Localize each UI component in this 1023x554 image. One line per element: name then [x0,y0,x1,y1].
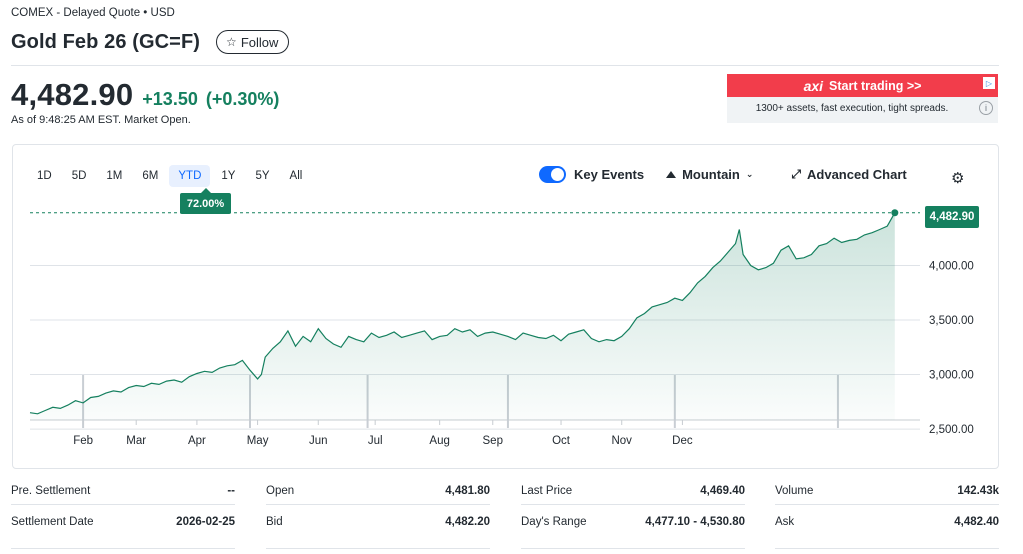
stat-label: Day's Range [521,516,587,528]
stat-divider [266,504,490,505]
ad-banner[interactable]: axi Start trading >> ▷ 1300+ assets, fas… [727,74,998,123]
follow-label: Follow [240,34,279,50]
ad-cta-bar[interactable]: axi Start trading >> [727,74,998,97]
last-price-badge: 4,482.90 [925,206,979,228]
price-change-percent: (+0.30%) [205,89,280,109]
range-1d[interactable]: 1D [37,170,52,182]
adchoices-icon[interactable]: ▷ [983,77,995,89]
current-price: 4,482.90 [11,77,134,112]
ad-brand-logo: axi [803,77,824,94]
key-events-toggle-group[interactable]: Key Events [539,166,644,183]
chart-type-label: Mountain [682,167,740,182]
stat-label: Open [266,485,295,497]
exchange-line: COMEX - Delayed Quote • USD [11,7,175,19]
stat-row: Ask 4,482.40 [775,512,999,532]
stat-label: Settlement Date [11,516,94,528]
chart-card [12,144,999,469]
ad-subtext: 1300+ assets, fast execution, tight spre… [755,103,949,114]
stat-row: Last Price 4,469.40 [521,481,745,501]
stat-value: 142.43k [957,485,999,497]
stat-divider [521,548,745,549]
stat-value: 4,482.40 [954,516,999,528]
range-5d[interactable]: 5D [71,170,87,182]
range-5y[interactable]: 5Y [255,170,270,182]
stat-value: 4,481.80 [445,485,490,497]
ytd-return-badge: 72.00% [180,188,231,214]
price-change: +13.50 [142,89,198,109]
chart-controls: Key Events Mountain ⌄ ⤢ Advanced Chart [539,166,907,183]
stat-divider [266,548,490,549]
stat-value: 4,477.10 - 4,530.80 [645,516,745,528]
stat-label: Ask [775,516,795,528]
stat-row: Bid 4,482.20 [266,512,490,532]
stat-label: Volume [775,485,814,497]
ad-cta-label: Start trading >> [829,78,922,93]
mountain-icon [666,171,677,178]
stat-label: Bid [266,516,283,528]
quote-row: 4,482.90 +13.50 (+0.30%) [11,77,279,113]
stat-row: Pre. Settlement -- [11,481,235,501]
stat-label: Last Price [521,485,573,497]
stat-value: -- [227,485,235,497]
stat-row: Day's Range 4,477.10 - 4,530.80 [521,512,745,532]
stat-row: Volume 142.43k [775,481,999,501]
info-icon[interactable]: i [979,101,993,115]
stat-value: 4,482.20 [445,516,490,528]
stat-row: Open 4,481.80 [266,481,490,501]
stat-divider [775,548,999,549]
range-6m[interactable]: 6M [142,170,159,182]
stat-value: 2026-02-25 [176,516,235,528]
page-title: Gold Feb 26 (GC=F) [11,30,201,53]
range-ytd[interactable]: YTD [169,165,211,187]
header-divider [11,65,999,66]
expand-icon: ⤢ [791,167,802,181]
stat-divider [775,504,999,505]
quote-timestamp: As of 9:48:25 AM EST. Market Open. [11,114,191,126]
range-1y[interactable]: 1Y [221,170,236,182]
range-1m[interactable]: 1M [106,170,123,182]
stat-row: Settlement Date 2026-02-25 [11,512,235,532]
stat-value: 4,469.40 [700,485,745,497]
advanced-chart-button[interactable]: ⤢ Advanced Chart [791,167,906,182]
key-events-toggle[interactable] [539,166,566,183]
gear-icon[interactable]: ⚙ [951,170,965,187]
stat-divider [521,504,745,505]
key-events-label: Key Events [574,167,645,182]
range-all[interactable]: All [289,170,303,182]
chevron-down-icon: ⌄ [745,169,754,179]
follow-button[interactable]: ☆ Follow [216,30,290,54]
stat-label: Pre. Settlement [11,485,91,497]
chart-type-dropdown[interactable]: Mountain ⌄ [666,167,753,182]
stat-divider [11,548,235,549]
stat-divider [11,504,235,505]
advanced-chart-label: Advanced Chart [807,167,907,182]
title-row: Gold Feb 26 (GC=F) ☆ Follow [11,30,290,54]
range-selector: 1D 5D 1M 6M YTD 1Y 5Y All [28,165,313,187]
star-outline-icon: ☆ [226,35,237,49]
